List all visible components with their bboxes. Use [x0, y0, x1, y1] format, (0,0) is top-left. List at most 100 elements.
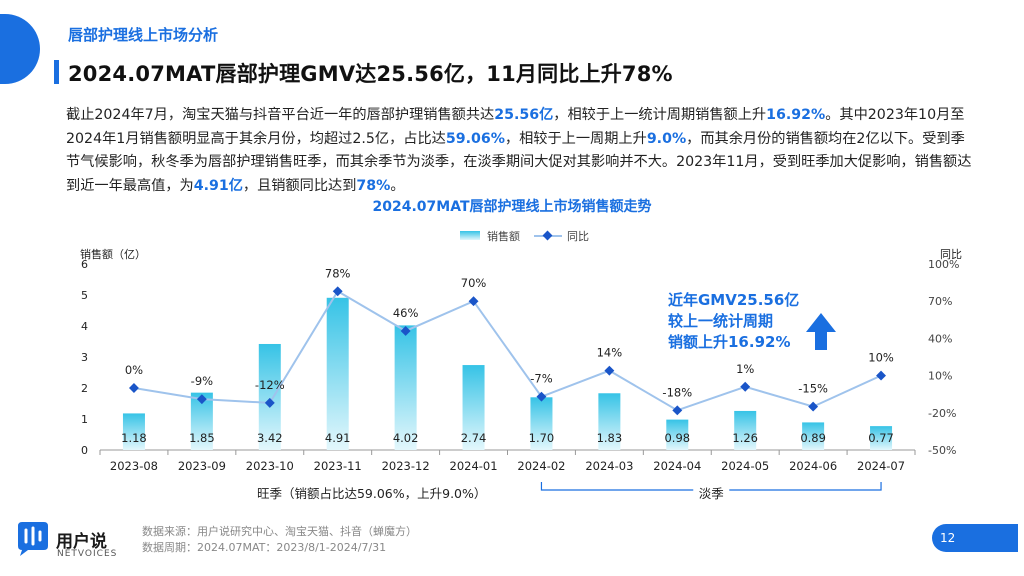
- highlight-figure: 25.56亿: [494, 107, 554, 123]
- source-period: 数据周期：2024.07MAT：2023/8/1-2024/7/31: [142, 541, 387, 554]
- yoy-data-label: -18%: [662, 385, 692, 399]
- sales-data-label: 1.18: [121, 431, 147, 445]
- page-title: 2024.07MAT唇部护理GMV达25.56亿，11月同比上升78%: [68, 62, 673, 86]
- yoy-data-label: 78%: [325, 266, 351, 280]
- yoy-point: [808, 401, 819, 412]
- sales-bar: [122, 413, 145, 450]
- sales-data-label: 1.83: [597, 431, 623, 445]
- y-tick-right: -50%: [928, 444, 956, 457]
- x-tick-label: 2024-02: [517, 459, 565, 473]
- yoy-point: [400, 326, 411, 336]
- y-tick-right: 70%: [928, 295, 952, 308]
- highlight-figure: 78%: [356, 177, 391, 194]
- headline-accent-bar: [54, 60, 59, 84]
- season-label-bg: [243, 481, 500, 505]
- x-tick-label: 2023-10: [246, 459, 294, 473]
- paragraph-text: ，而其余月份的销售额均在2亿以下。受到季节气候影响，秋冬季为唇部护理销售旺季，而…: [66, 130, 972, 194]
- sales-data-label: 2.74: [461, 431, 487, 445]
- sales-data-label: 4.91: [325, 431, 351, 445]
- highlight-figure: 9.0%: [646, 130, 687, 147]
- yoy-point: [468, 296, 479, 307]
- sales-bar: [462, 365, 485, 450]
- sales-data-label: 0.77: [868, 431, 894, 445]
- sales-data-label: 1.85: [189, 431, 215, 445]
- highlight-figure: 16.92%: [766, 107, 826, 123]
- yoy-data-label: 70%: [461, 276, 487, 290]
- y-tick-left: 5: [81, 289, 88, 302]
- sales-data-label: 1.26: [732, 431, 758, 445]
- yoy-point: [332, 286, 343, 297]
- callout-line: 近年GMV25.56亿: [668, 291, 800, 309]
- x-tick-label: 2023-09: [178, 459, 226, 473]
- sales-data-label: 0.98: [664, 431, 690, 445]
- x-tick-label: 2024-05: [721, 459, 769, 473]
- source-line: 数据来源：用户说研究中心、淘宝天猫、抖音（蝉魔方）: [142, 525, 417, 538]
- y-tick-left: 4: [81, 320, 88, 333]
- y-tick-right: 10%: [928, 370, 952, 383]
- highlight-figure: 59.06%: [445, 130, 505, 147]
- legend-label-yoy: 同比: [567, 230, 589, 243]
- yoy-data-label: -7%: [530, 372, 552, 386]
- x-tick-label: 2023-12: [382, 459, 430, 473]
- y-tick-left: 3: [81, 351, 88, 364]
- paragraph-text: ，且销额同比达到: [242, 177, 357, 194]
- y-axis-right-label: 同比: [940, 248, 962, 261]
- sales-data-label: 0.89: [800, 431, 826, 445]
- paragraph-text: 。其中2023年10月至2024年1月销售额明显高于其余月份，均超过2.5亿，占…: [66, 107, 965, 147]
- x-tick-label: 2023-08: [110, 459, 158, 473]
- legend-marker-yoy: [542, 230, 553, 241]
- sales-bar: [870, 426, 893, 450]
- yoy-data-label: 14%: [597, 346, 623, 360]
- yoy-data-label: 46%: [393, 306, 419, 320]
- x-tick-label: 2024-01: [450, 459, 498, 473]
- yoy-point: [264, 397, 275, 408]
- yoy-point: [196, 394, 207, 405]
- x-tick-label: 2024-03: [585, 459, 633, 473]
- data-source: 数据来源：用户说研究中心、淘宝天猫、抖音（蝉魔方） 数据周期：2024.07MA…: [142, 524, 417, 556]
- sales-bar: [394, 325, 417, 450]
- y-tick-left: 0: [81, 444, 88, 457]
- yoy-point: [876, 370, 886, 381]
- sales-bar: [326, 297, 349, 450]
- sales-data-label: 1.70: [529, 431, 555, 445]
- sales-data-label: 4.02: [393, 431, 419, 445]
- sales-bar: [598, 393, 621, 450]
- brand-name: 用户说: [56, 532, 107, 552]
- gmv-callout: 近年GMV25.56亿 较上一统计周期 销额上升16.92%: [668, 290, 799, 353]
- yoy-data-label: -9%: [191, 374, 213, 388]
- brand-subtitle: NETVOICES: [57, 549, 118, 559]
- highlight-figure: 4.91亿: [193, 177, 243, 194]
- summary-paragraph: 截止2024年7月，淘宝天猫与抖音平台近一年的唇部护理销售额共达25.56亿，相…: [66, 104, 976, 198]
- x-tick-label: 2023-11: [314, 459, 362, 473]
- sales-bar: [802, 422, 825, 450]
- y-tick-left: 6: [81, 258, 88, 271]
- yoy-data-label: 0%: [125, 363, 143, 377]
- callout-line: 销额上升16.92%: [668, 333, 791, 351]
- yoy-data-label: 1%: [736, 362, 754, 376]
- legend-swatch-sales: [460, 231, 480, 240]
- paragraph-text: 。: [390, 177, 405, 194]
- callout-line: 较上一统计周期: [668, 312, 774, 330]
- yoy-point: [536, 391, 547, 402]
- y-tick-right: -20%: [928, 407, 956, 420]
- y-tick-right: 100%: [928, 258, 959, 271]
- x-tick-label: 2024-07: [857, 459, 905, 473]
- yoy-point: [672, 405, 683, 416]
- x-tick-label: 2024-06: [789, 459, 837, 473]
- season-label: 淡季: [699, 486, 725, 501]
- netvoices-logo-icon: [18, 522, 48, 556]
- yoy-data-label: -12%: [255, 378, 285, 392]
- y-tick-right: 40%: [928, 332, 952, 345]
- paragraph-text: ，相较于上一周期上升: [504, 130, 647, 147]
- sales-bar: [530, 397, 553, 450]
- y-tick-left: 1: [81, 413, 88, 426]
- section-label: 唇部护理线上市场分析: [68, 26, 219, 44]
- up-arrow-icon: [806, 313, 836, 350]
- paragraph-text: ，相较于上一统计周期销售额上升: [553, 107, 767, 123]
- yoy-point: [129, 383, 139, 393]
- yoy-line: [133, 289, 882, 412]
- sales-bar: [666, 419, 689, 450]
- yoy-point: [604, 365, 615, 376]
- sales-data-label: 3.42: [257, 431, 283, 445]
